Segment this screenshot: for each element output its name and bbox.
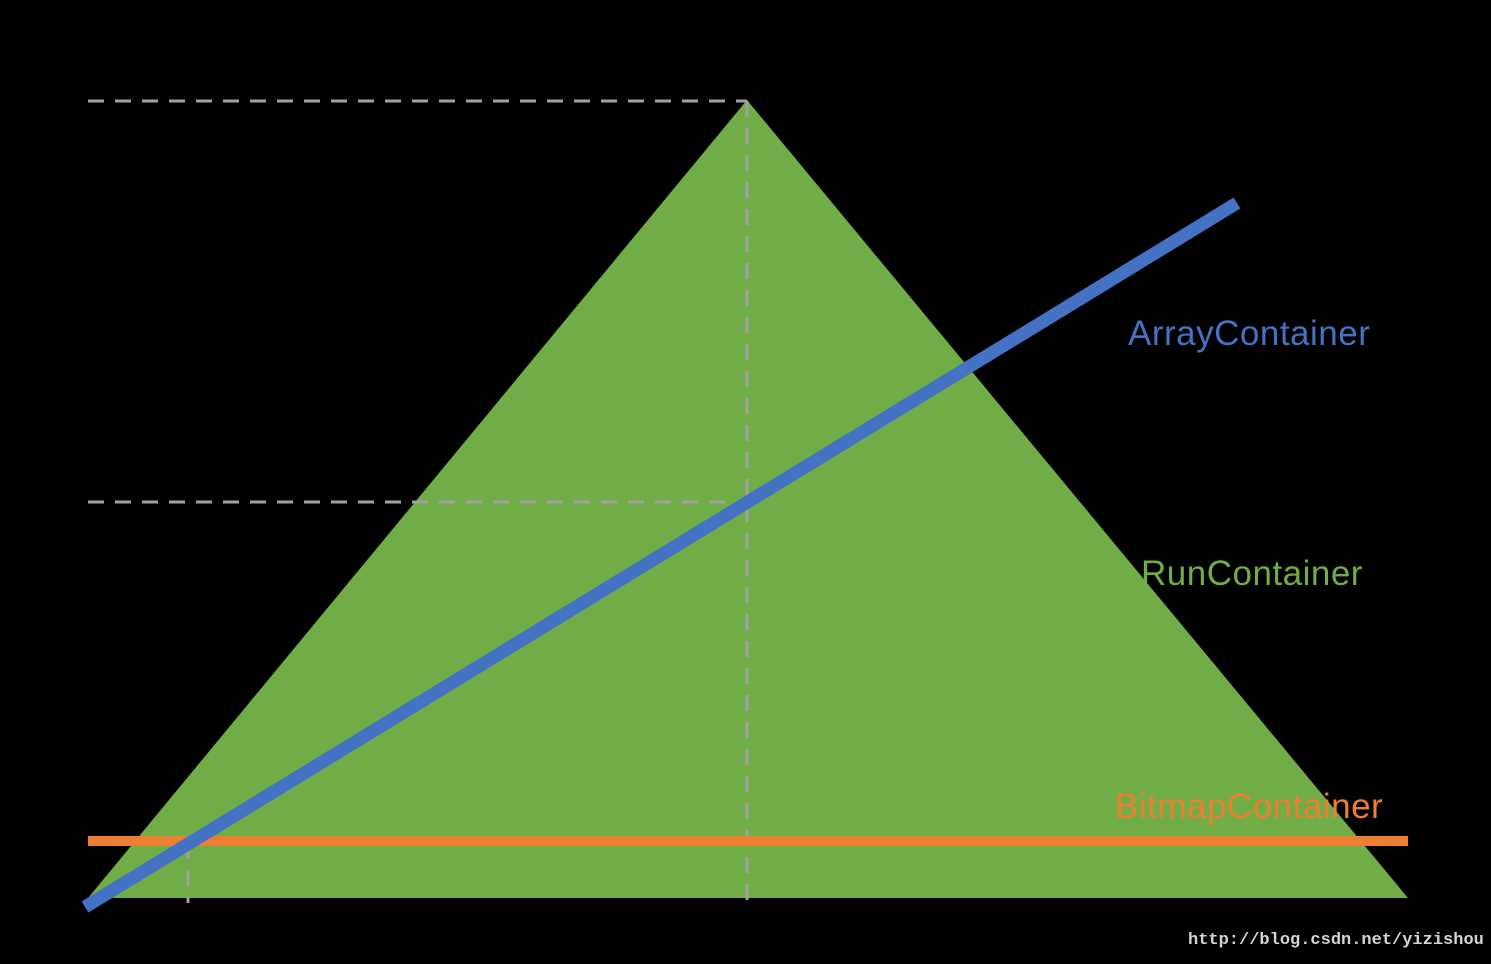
run-container-label: RunContainer — [1141, 554, 1363, 593]
array-container-label: ArrayContainer — [1128, 314, 1371, 353]
watermark-url-text: http://blog.csdn.net/yizishou — [1188, 931, 1484, 950]
array-container-line — [81, 197, 1241, 913]
bitmap-container-label: BitmapContainer — [1115, 787, 1384, 826]
